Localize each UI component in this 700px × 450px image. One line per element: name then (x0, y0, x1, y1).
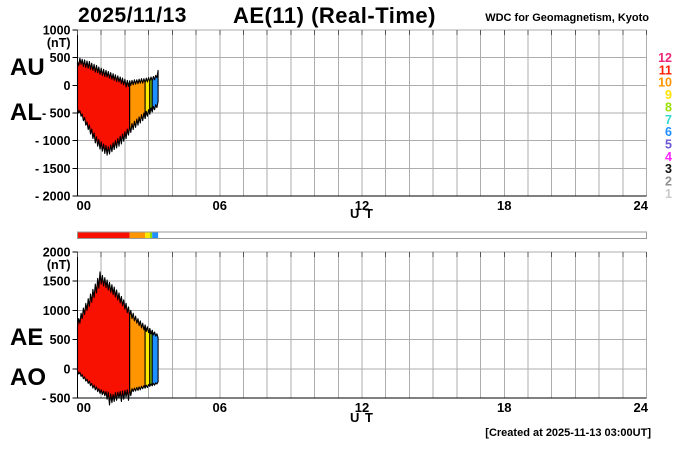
y-tick-label: 500 (50, 333, 71, 347)
created-timestamp: [Created at 2025-11-13 03:00UT] (485, 427, 651, 439)
x-tick-label: 06 (213, 400, 227, 415)
x-tick-label: 12 (355, 198, 369, 213)
legend-station-count: 6 (665, 125, 672, 139)
index-label-ae: AE (10, 324, 44, 351)
legend-station-count: 10 (658, 76, 672, 90)
availability-bar-segment (145, 232, 150, 239)
x-tick-label: 24 (634, 400, 649, 415)
legend-station-count: 1 (665, 187, 672, 201)
legend-station-count: 3 (665, 162, 672, 176)
legend-station-count: 2 (665, 175, 672, 189)
y-axis-unit: (nT) (47, 258, 71, 272)
x-axis-title-bottom: U T (350, 410, 374, 425)
y-tick-label: - 500 (42, 107, 71, 121)
y-tick-label: 1500 (43, 275, 71, 289)
y-tick-label: 500 (50, 51, 71, 65)
ae-ao-band-segment (129, 309, 146, 397)
x-tick-label: 12 (355, 400, 369, 415)
legend-station-count: 7 (665, 113, 672, 127)
y-tick-label: 1000 (43, 304, 71, 318)
y-tick-label: - 2000 (35, 190, 70, 204)
availability-bar-segment (129, 232, 146, 239)
x-tick-label: 06 (213, 198, 227, 213)
index-label-ao: AO (10, 364, 46, 391)
x-tick-label: 00 (77, 198, 91, 213)
availability-bar-segment (77, 232, 130, 239)
availability-bar-background (77, 232, 647, 239)
plot-title: AE(11) (Real-Time) (233, 3, 436, 28)
x-tick-label: 18 (497, 400, 511, 415)
y-tick-label: 1000 (43, 24, 71, 38)
x-tick-label: 00 (77, 400, 91, 415)
y-tick-label: - 1000 (35, 134, 70, 148)
x-tick-label: 24 (634, 198, 649, 213)
y-tick-label: 0 (64, 79, 71, 93)
legend-station-count: 5 (665, 137, 672, 151)
y-axis-unit: (nT) (47, 36, 71, 50)
x-tick-label: 18 (497, 198, 511, 213)
y-tick-label: 0 (64, 362, 71, 376)
ae-ao-band-segment (76, 271, 131, 406)
ae-ao-band-segment (151, 329, 159, 387)
ae-ao-band-segment (144, 324, 151, 389)
plot-date: 2025/11/13 (78, 4, 187, 27)
data-source-label: WDC for Geomagnetism, Kyoto (485, 12, 649, 24)
legend-station-count: 11 (659, 63, 672, 77)
index-label-au: AU (10, 54, 45, 81)
x-axis-title-top: U T (350, 206, 374, 221)
index-label-al: AL (10, 99, 42, 126)
y-tick-label: - 1500 (35, 162, 70, 176)
legend-station-count: 4 (665, 150, 672, 164)
legend-station-count: 12 (658, 51, 672, 65)
au-al-band-segment (144, 77, 151, 120)
au-al-band-segment (129, 78, 146, 133)
y-tick-label: 2000 (43, 246, 71, 260)
au-al-band-segment (151, 69, 159, 113)
legend-station-count: 8 (665, 100, 672, 114)
availability-bar-border (77, 231, 647, 239)
availability-bar-segment (152, 232, 159, 239)
legend-station-count: 9 (665, 88, 672, 102)
availability-bar-segment (149, 232, 153, 239)
y-tick-label: - 500 (42, 392, 71, 406)
